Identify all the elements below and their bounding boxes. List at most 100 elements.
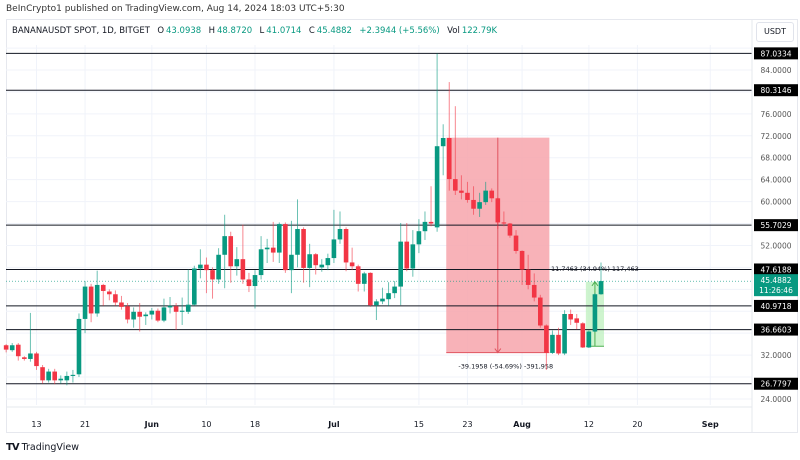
candle-body <box>392 286 397 294</box>
candle-body <box>76 318 82 375</box>
candle-up <box>598 262 604 295</box>
symbol-legend: BANANAUSDT SPOT, 1D, BITGET O 43.0938 H 48… <box>12 26 499 36</box>
candle-body <box>343 229 349 263</box>
level-price-label: 55.7029 <box>760 221 791 230</box>
candle-body <box>34 353 39 367</box>
level-price-tag <box>754 47 798 60</box>
candle-body <box>531 284 537 298</box>
symbol-name[interactable]: BANANAUSDT SPOT, 1D, BITGET <box>12 26 150 36</box>
candle-body <box>592 294 598 332</box>
candle-up <box>76 313 82 378</box>
candle-body <box>380 298 385 302</box>
x-tick-label: Jun <box>144 420 160 429</box>
candle-body <box>319 264 325 268</box>
candle-up <box>70 369 76 383</box>
currency-unit-button[interactable]: USDT <box>756 22 794 42</box>
candle-up <box>386 282 391 306</box>
candle-body <box>489 190 495 199</box>
candle-body <box>331 239 337 259</box>
candle-down <box>580 322 586 348</box>
candle-up <box>276 222 282 264</box>
candle-body <box>179 310 185 312</box>
candle-down <box>137 303 142 332</box>
candle-down <box>204 257 209 294</box>
candle-body <box>107 291 112 295</box>
measure-up-label: 11.7463 (34.94%) 117,463 <box>551 265 639 273</box>
candle-body <box>568 313 573 320</box>
level-price-tag <box>754 323 798 336</box>
brand-name: TradingView <box>21 442 79 453</box>
candle-down <box>513 230 519 254</box>
candle-down <box>465 181 470 203</box>
candle-body <box>507 223 513 236</box>
candle-up <box>143 312 149 325</box>
current-price-tag <box>754 274 798 297</box>
price-tick-label: 24.0000 <box>760 395 791 404</box>
candle-up <box>82 281 88 334</box>
candle-up <box>234 247 240 276</box>
candle-body <box>192 268 197 305</box>
candle-up <box>325 253 331 271</box>
candle-body <box>276 224 282 253</box>
x-tick-label: 21 <box>80 420 90 429</box>
candle-body <box>119 302 124 307</box>
candle-body <box>82 286 88 319</box>
candle-up <box>416 219 422 254</box>
candle-up <box>550 330 555 355</box>
candle-up <box>185 269 191 314</box>
candle-body <box>222 236 227 255</box>
candle-up <box>222 214 227 289</box>
candle-up <box>562 310 567 356</box>
candle-body <box>167 305 173 308</box>
high-label: H <box>208 26 215 36</box>
tradingview-logo[interactable]: TV TradingView <box>6 442 79 453</box>
candle-body <box>88 286 94 314</box>
candle-body <box>550 334 555 353</box>
candle-down <box>556 327 561 356</box>
candle-down <box>52 368 57 385</box>
close-label: C <box>308 26 315 36</box>
candle-body <box>368 272 373 306</box>
candle-up <box>380 287 385 305</box>
candle-body <box>234 259 240 267</box>
candle-body <box>270 247 276 253</box>
candle-up <box>319 259 325 272</box>
candle-body <box>410 244 416 269</box>
candle-up <box>161 298 167 323</box>
candle-down <box>471 186 476 215</box>
level-price-tag <box>754 84 798 97</box>
candle-body <box>459 190 464 193</box>
candle-body <box>586 331 592 348</box>
candle-down <box>270 221 276 262</box>
publisher-caption: BeInCrypto1 published on TradingView.com… <box>6 4 345 14</box>
candle-body <box>204 264 209 271</box>
bar-countdown-label: 11:26:46 <box>759 286 793 295</box>
candle-body <box>544 325 549 353</box>
candle-down <box>501 211 507 227</box>
candle-body <box>404 241 410 269</box>
candle-body <box>465 192 470 200</box>
candle-body <box>428 221 434 224</box>
candle-body <box>525 269 531 285</box>
candle-down <box>125 303 130 324</box>
low-value: 41.0714 <box>266 26 302 36</box>
price-tick-label: 64.0000 <box>760 176 791 185</box>
candle-body <box>519 250 525 270</box>
level-price-label: 80.3146 <box>760 86 791 95</box>
candle-down <box>155 308 161 323</box>
candle-body <box>143 314 149 317</box>
candle-body <box>94 284 100 314</box>
candle-down <box>88 283 94 323</box>
candle-body <box>453 179 458 191</box>
current-price-label: 45.4882 <box>760 276 791 285</box>
candle-body <box>131 311 136 320</box>
volume-label: Vol <box>447 26 460 36</box>
candle-body <box>355 266 361 284</box>
candle-up <box>410 230 416 277</box>
level-price-tag <box>754 219 798 232</box>
candle-up <box>216 248 221 284</box>
candle-body <box>349 262 355 267</box>
candle-body <box>434 146 440 228</box>
candle-body <box>137 311 142 317</box>
